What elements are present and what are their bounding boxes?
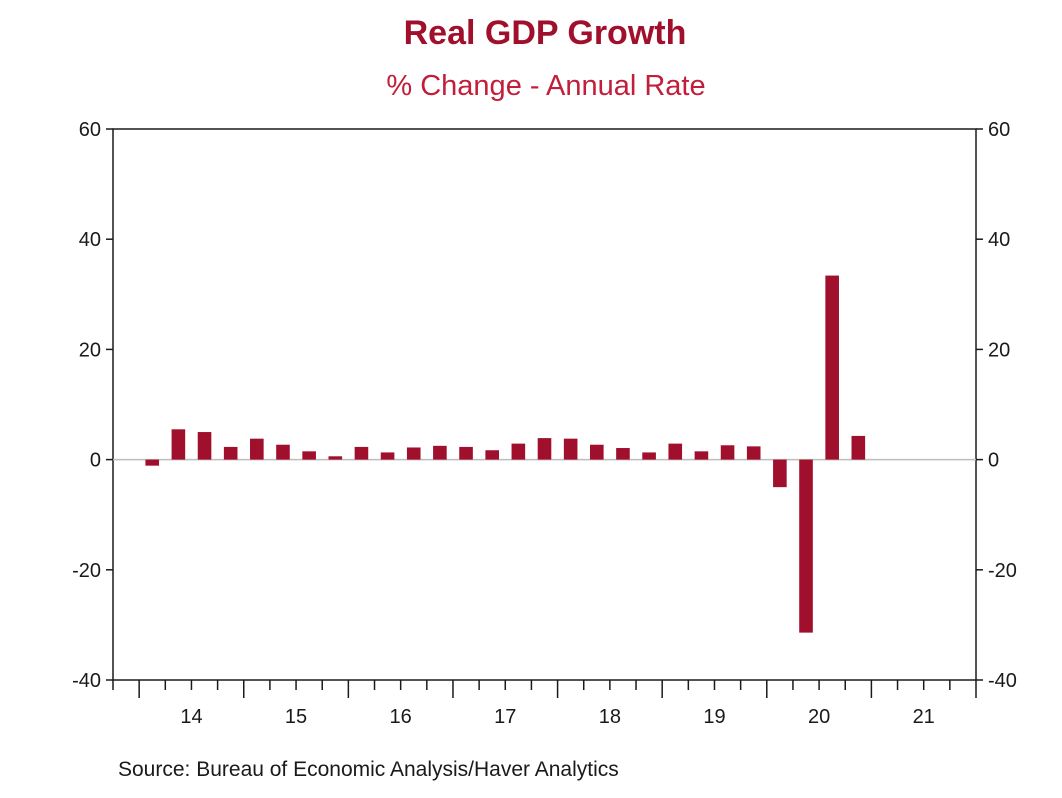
bar [302,451,316,460]
y-tick-label-left: -40 [72,670,101,692]
bar [250,438,264,460]
x-tick-label: 14 [180,706,202,728]
bar [197,432,212,460]
y-tick-label-left: 40 [79,229,101,251]
bar [694,451,709,460]
bar [720,445,735,460]
bar [511,443,526,460]
bar [537,438,552,460]
x-tick-label: 18 [599,706,621,728]
y-tick-label-left: 20 [79,339,101,361]
x-tick-label: 19 [703,706,725,728]
bar [171,429,186,460]
y-tick-label-right: 40 [988,229,1010,251]
y-axis-left: -40 -20 0 20 40 60 [72,119,113,692]
bar [799,459,813,633]
x-tick-label: 16 [390,706,412,728]
chart-source: Source: Bureau of Economic Analysis/Have… [118,758,619,781]
x-tick-label: 15 [285,706,307,728]
bar [563,438,578,460]
x-axis: 14 15 16 17 18 19 20 21 [112,680,977,728]
bar [459,446,473,460]
x-tick-label: 21 [913,706,935,728]
y-tick-label-right: -40 [988,670,1017,692]
y-tick-label-right: 0 [988,450,999,472]
bar [825,275,839,460]
bar [668,443,683,460]
x-tick-label: 20 [808,706,830,728]
chart-title: Real GDP Growth [403,14,687,52]
bar [851,435,866,460]
bar [433,445,447,460]
y-tick-label-left: 0 [90,450,101,472]
bars-group [145,275,866,633]
bar [276,444,290,460]
bar [380,452,395,460]
bar [354,446,369,460]
plot-area-frame [112,128,977,681]
y-axis-right: -40 -20 0 20 40 60 [976,119,1017,692]
y-tick-label-left: -20 [72,560,101,582]
y-tick-label-left: 60 [79,119,101,141]
y-tick-label-right: 20 [988,339,1010,361]
bar [642,452,656,460]
y-tick-label-right: 60 [988,119,1010,141]
chart-subtitle: % Change - Annual Rate [386,70,706,102]
bar [616,448,630,460]
bar [145,459,160,466]
bar [590,444,604,460]
bar [328,456,343,460]
bar [223,446,238,460]
bar [406,447,421,460]
bar [485,450,499,460]
x-tick-label: 17 [494,706,516,728]
y-tick-label-right: -20 [988,560,1017,582]
bar [773,459,787,488]
bar [746,446,761,460]
